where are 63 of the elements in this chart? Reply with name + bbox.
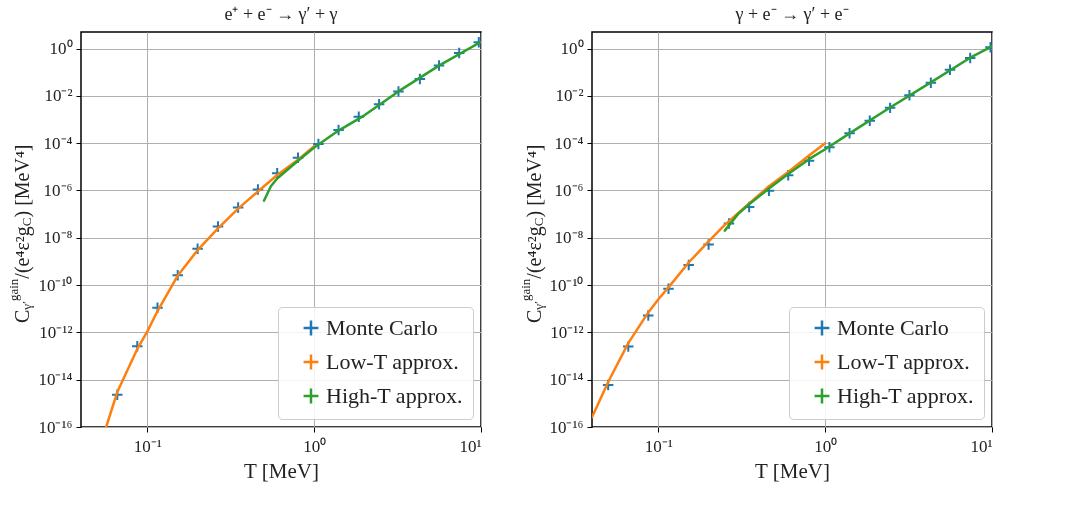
x-tick-label: 10⁻¹ [645, 436, 674, 456]
y-tick-label: 10⁻⁸ [43, 228, 73, 248]
point [964, 51, 977, 65]
y-tick-label: 10⁻¹² [550, 322, 584, 342]
y-tick-label: 10⁻² [44, 86, 73, 106]
x-axis-title: T [MeV] [243, 458, 319, 483]
point [150, 301, 164, 314]
point [311, 137, 325, 151]
y-tick-label: 10⁻⁸ [554, 228, 584, 248]
point [331, 123, 345, 137]
point [110, 388, 124, 402]
legend-label: Monte Carlo [325, 315, 438, 340]
y-tick-label: 10⁻¹⁴ [549, 370, 584, 390]
y-tick-label: 10⁰ [560, 39, 584, 59]
y-tick-label: 10⁻¹⁴ [38, 370, 73, 390]
chart-title: e⁺ + e⁻ → γ′ + γ [224, 4, 338, 24]
point [171, 269, 184, 282]
legend-label: Monte Carlo [837, 315, 950, 340]
y-tick-label: 10⁻¹⁶ [549, 417, 584, 437]
y-tick-label: 10⁻⁶ [43, 180, 73, 200]
point [432, 59, 445, 72]
point [251, 183, 264, 196]
point [662, 282, 676, 295]
point [682, 258, 696, 272]
x-tick-label: 10⁰ [302, 436, 326, 456]
x-tick-label: 10¹ [970, 436, 993, 456]
y-tick-label: 10⁻⁴ [43, 133, 73, 153]
point [884, 101, 897, 115]
legend-label: Low-T approx. [837, 349, 971, 374]
point [352, 110, 365, 124]
point [823, 141, 836, 154]
point [413, 72, 426, 86]
point [191, 242, 204, 256]
point [211, 220, 224, 233]
point [843, 127, 857, 140]
x-axis-title: T [MeV] [755, 458, 831, 483]
legend-label: High-T approx. [325, 383, 463, 408]
y-tick-label: 10⁻¹² [38, 322, 73, 342]
y-tick-label: 10⁰ [49, 39, 73, 59]
legend-label: High-T approx. [837, 383, 974, 408]
point [642, 309, 655, 322]
y-tick-label: 10⁻¹⁰ [549, 275, 584, 295]
point [391, 85, 405, 98]
point [452, 46, 466, 60]
point [702, 238, 716, 251]
point [231, 201, 245, 214]
point [944, 63, 957, 76]
point [372, 98, 386, 111]
point [602, 378, 615, 392]
legend-label: Low-T approx. [325, 349, 459, 374]
x-tick-label: 10¹ [459, 436, 482, 456]
point [924, 76, 938, 89]
point [863, 114, 877, 127]
point [622, 340, 635, 353]
y-tick-label: 10⁻⁴ [554, 133, 584, 153]
point [903, 89, 917, 102]
y-tick-label: 10⁻⁶ [554, 180, 584, 200]
x-tick-label: 10⁻¹ [133, 436, 162, 456]
y-tick-label: 10⁻¹⁰ [38, 275, 73, 295]
x-tick-label: 10⁰ [814, 436, 838, 456]
y-tick-label: 10⁻¹⁶ [38, 417, 73, 437]
chart-title: γ + e⁻ → γ′ + e⁻ [734, 4, 849, 24]
y-tick-label: 10⁻² [555, 86, 584, 106]
